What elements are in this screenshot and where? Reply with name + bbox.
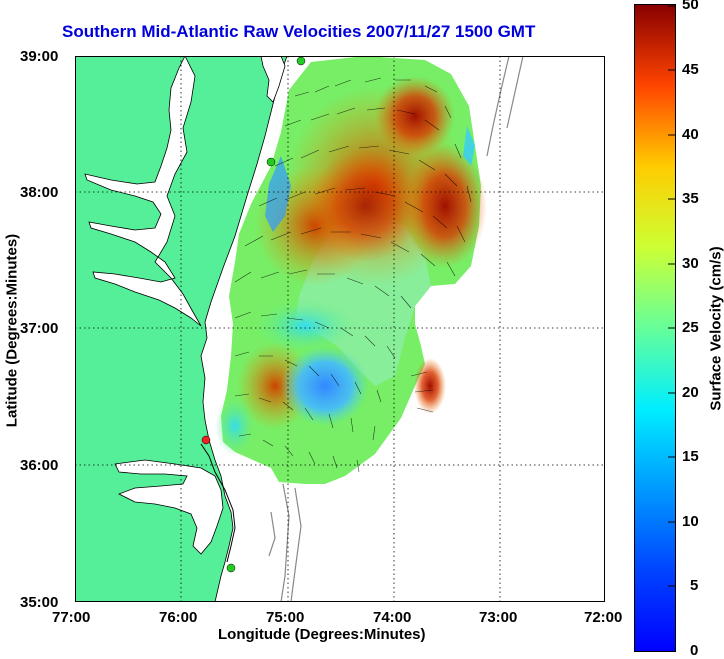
station-2-marker [266, 157, 276, 167]
colorbar-tick: 20 [682, 384, 699, 401]
colorbar-tick: 25 [682, 319, 699, 336]
colorbar-tick: 45 [682, 61, 699, 78]
colorbar-tick: 5 [690, 577, 699, 594]
x-tick-label: 77:00 [52, 609, 91, 626]
colorbar-label: Surface Velocity (cm/s) [707, 246, 724, 411]
pamlico-sound [114, 459, 224, 555]
plot-frame [75, 56, 605, 602]
grid-lines [75, 56, 605, 602]
x-tick-label: 72:00 [584, 609, 623, 626]
y-tick-label: 36:00 [20, 457, 59, 474]
x-tick-label: 74:00 [373, 609, 412, 626]
x-axis-label: Longitude (Degrees:Minutes) [218, 626, 426, 643]
colorbar-tick: 30 [682, 255, 699, 272]
y-tick-label: 37:00 [20, 320, 59, 337]
y-tick-label: 39:00 [20, 48, 59, 65]
chart-title: Southern Mid-Atlantic Raw Velocities 200… [62, 22, 536, 41]
y-tick-label: 38:00 [20, 184, 59, 201]
station-4-marker [226, 563, 236, 573]
x-tick-label: 73:00 [479, 609, 518, 626]
chesapeake-bay [84, 56, 202, 327]
map-plot [75, 56, 605, 602]
y-axis-label: Latitude (Degrees:Minutes) [3, 233, 21, 428]
colorbar-tick: 40 [682, 126, 699, 143]
colorbar-tick: 0 [690, 642, 699, 659]
velocity-vectors [234, 77, 472, 473]
colorbar-tick: 15 [682, 448, 699, 465]
colorbar-tick: 10 [682, 513, 699, 530]
x-tick-label: 75:00 [266, 609, 305, 626]
y-tick-label: 35:00 [20, 594, 59, 611]
delaware-bay [260, 56, 286, 103]
bathymetry-contours [268, 56, 524, 602]
station-1-marker [296, 56, 306, 66]
colorbar [634, 4, 676, 652]
station-3-marker [201, 435, 211, 445]
colorbar-tick: 35 [682, 190, 699, 207]
colorbar-tick: 50 [682, 0, 699, 13]
x-tick-label: 76:00 [159, 609, 198, 626]
velocity-field [215, 56, 487, 484]
